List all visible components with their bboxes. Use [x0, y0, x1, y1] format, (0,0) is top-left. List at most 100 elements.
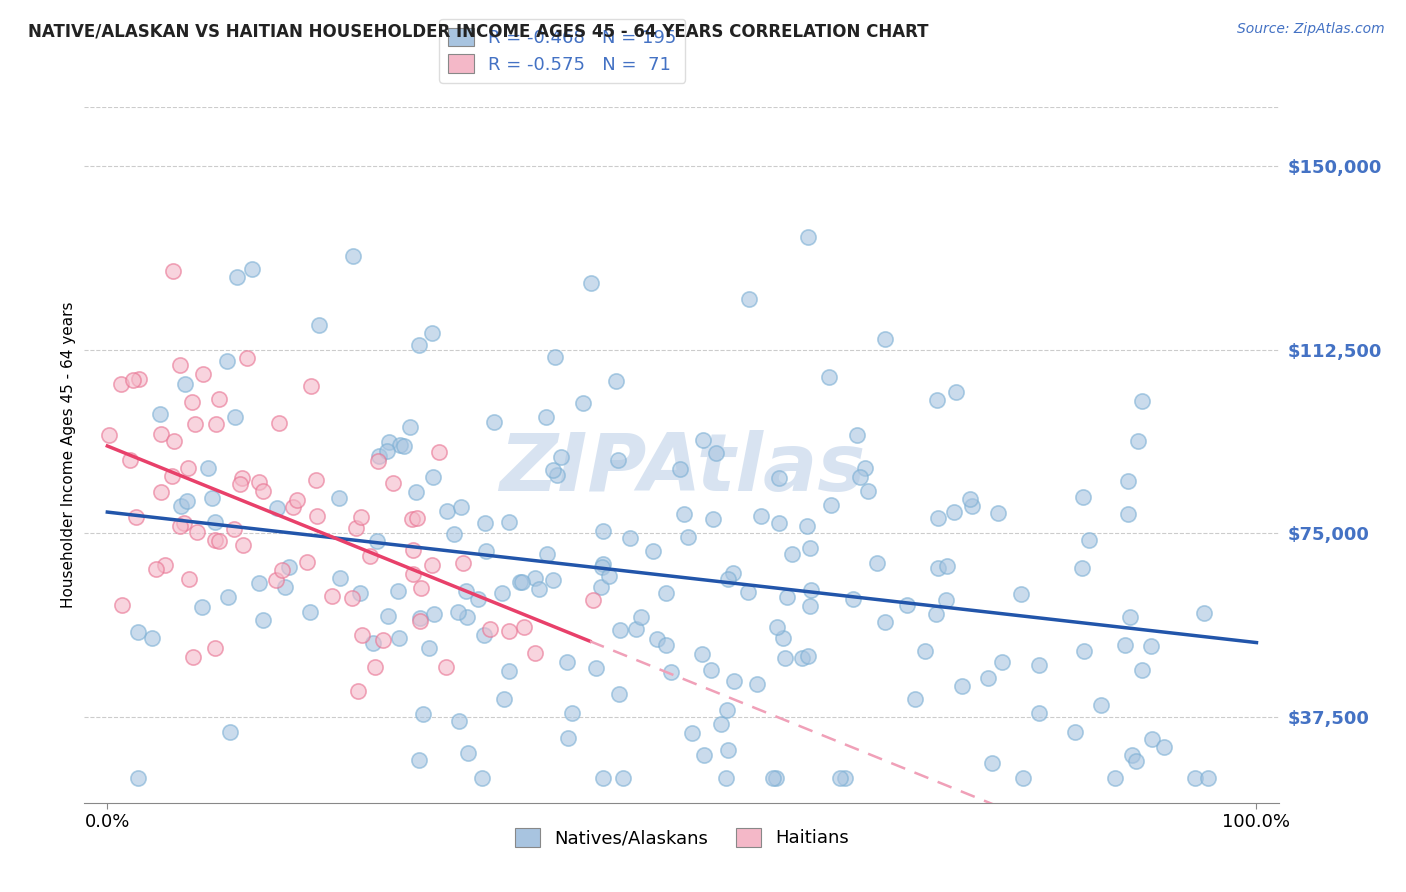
Point — [382, 475, 405, 490]
Point — [579, 276, 602, 290]
Point — [1118, 507, 1140, 521]
Point — [287, 492, 309, 507]
Point — [347, 683, 370, 698]
Point — [446, 605, 468, 619]
Point — [509, 574, 531, 589]
Point — [692, 747, 714, 762]
Point — [305, 474, 328, 488]
Point — [145, 562, 167, 576]
Point — [204, 533, 226, 547]
Point — [128, 372, 150, 386]
Point — [434, 659, 457, 673]
Point — [197, 460, 219, 475]
Point — [269, 417, 291, 431]
Point — [607, 453, 630, 467]
Point — [723, 673, 745, 688]
Point — [98, 428, 121, 442]
Point — [1104, 772, 1126, 786]
Point — [141, 631, 163, 645]
Point — [387, 583, 409, 598]
Point — [479, 622, 502, 636]
Point — [797, 649, 820, 664]
Point — [692, 433, 714, 447]
Point — [673, 508, 696, 522]
Point — [204, 515, 226, 529]
Point — [368, 450, 391, 464]
Point — [737, 584, 759, 599]
Point — [1130, 664, 1153, 678]
Point — [176, 493, 198, 508]
Point — [1128, 434, 1150, 449]
Point — [925, 607, 948, 621]
Point — [591, 580, 613, 594]
Point — [177, 460, 200, 475]
Point — [186, 524, 208, 539]
Point — [534, 410, 557, 425]
Point — [873, 615, 896, 629]
Point — [1140, 732, 1163, 747]
Point — [204, 640, 226, 655]
Point — [363, 660, 385, 674]
Point — [308, 318, 330, 332]
Point — [295, 555, 318, 569]
Point — [273, 580, 295, 594]
Point — [388, 631, 411, 645]
Point — [796, 519, 818, 533]
Point — [768, 470, 790, 484]
Point — [747, 677, 769, 691]
Point — [224, 522, 246, 536]
Point — [422, 558, 444, 573]
Point — [935, 592, 957, 607]
Point — [630, 610, 652, 624]
Point — [329, 571, 352, 585]
Point — [1071, 561, 1094, 575]
Point — [361, 636, 384, 650]
Point — [412, 707, 434, 722]
Point — [959, 492, 981, 507]
Point — [163, 434, 186, 449]
Point — [436, 503, 458, 517]
Point — [208, 533, 231, 548]
Point — [118, 453, 141, 467]
Point — [513, 620, 536, 634]
Point — [160, 469, 183, 483]
Point — [231, 471, 253, 485]
Point — [557, 731, 579, 746]
Point — [834, 772, 856, 786]
Point — [278, 560, 301, 574]
Point — [193, 368, 215, 382]
Point — [716, 703, 738, 717]
Point — [1028, 657, 1050, 672]
Point — [247, 576, 270, 591]
Point — [643, 543, 665, 558]
Point — [582, 592, 605, 607]
Point — [401, 512, 423, 526]
Point — [471, 772, 494, 786]
Point — [375, 444, 398, 458]
Point — [450, 500, 472, 514]
Point — [935, 558, 957, 573]
Point — [612, 772, 634, 786]
Point — [366, 533, 388, 548]
Point — [1071, 490, 1094, 504]
Point — [524, 647, 547, 661]
Point — [181, 650, 204, 665]
Point — [418, 641, 440, 656]
Point — [110, 377, 132, 392]
Point — [225, 269, 247, 284]
Y-axis label: Householder Income Ages 45 - 64 years: Householder Income Ages 45 - 64 years — [60, 301, 76, 608]
Point — [224, 409, 246, 424]
Point — [721, 566, 744, 580]
Point — [443, 526, 465, 541]
Point — [619, 531, 641, 545]
Point — [1010, 587, 1032, 601]
Point — [543, 463, 565, 477]
Text: Source: ZipAtlas.com: Source: ZipAtlas.com — [1237, 22, 1385, 37]
Point — [264, 573, 287, 587]
Point — [710, 717, 733, 731]
Point — [546, 468, 568, 483]
Point — [960, 499, 983, 513]
Point — [738, 292, 761, 306]
Point — [247, 475, 270, 490]
Point — [352, 628, 374, 642]
